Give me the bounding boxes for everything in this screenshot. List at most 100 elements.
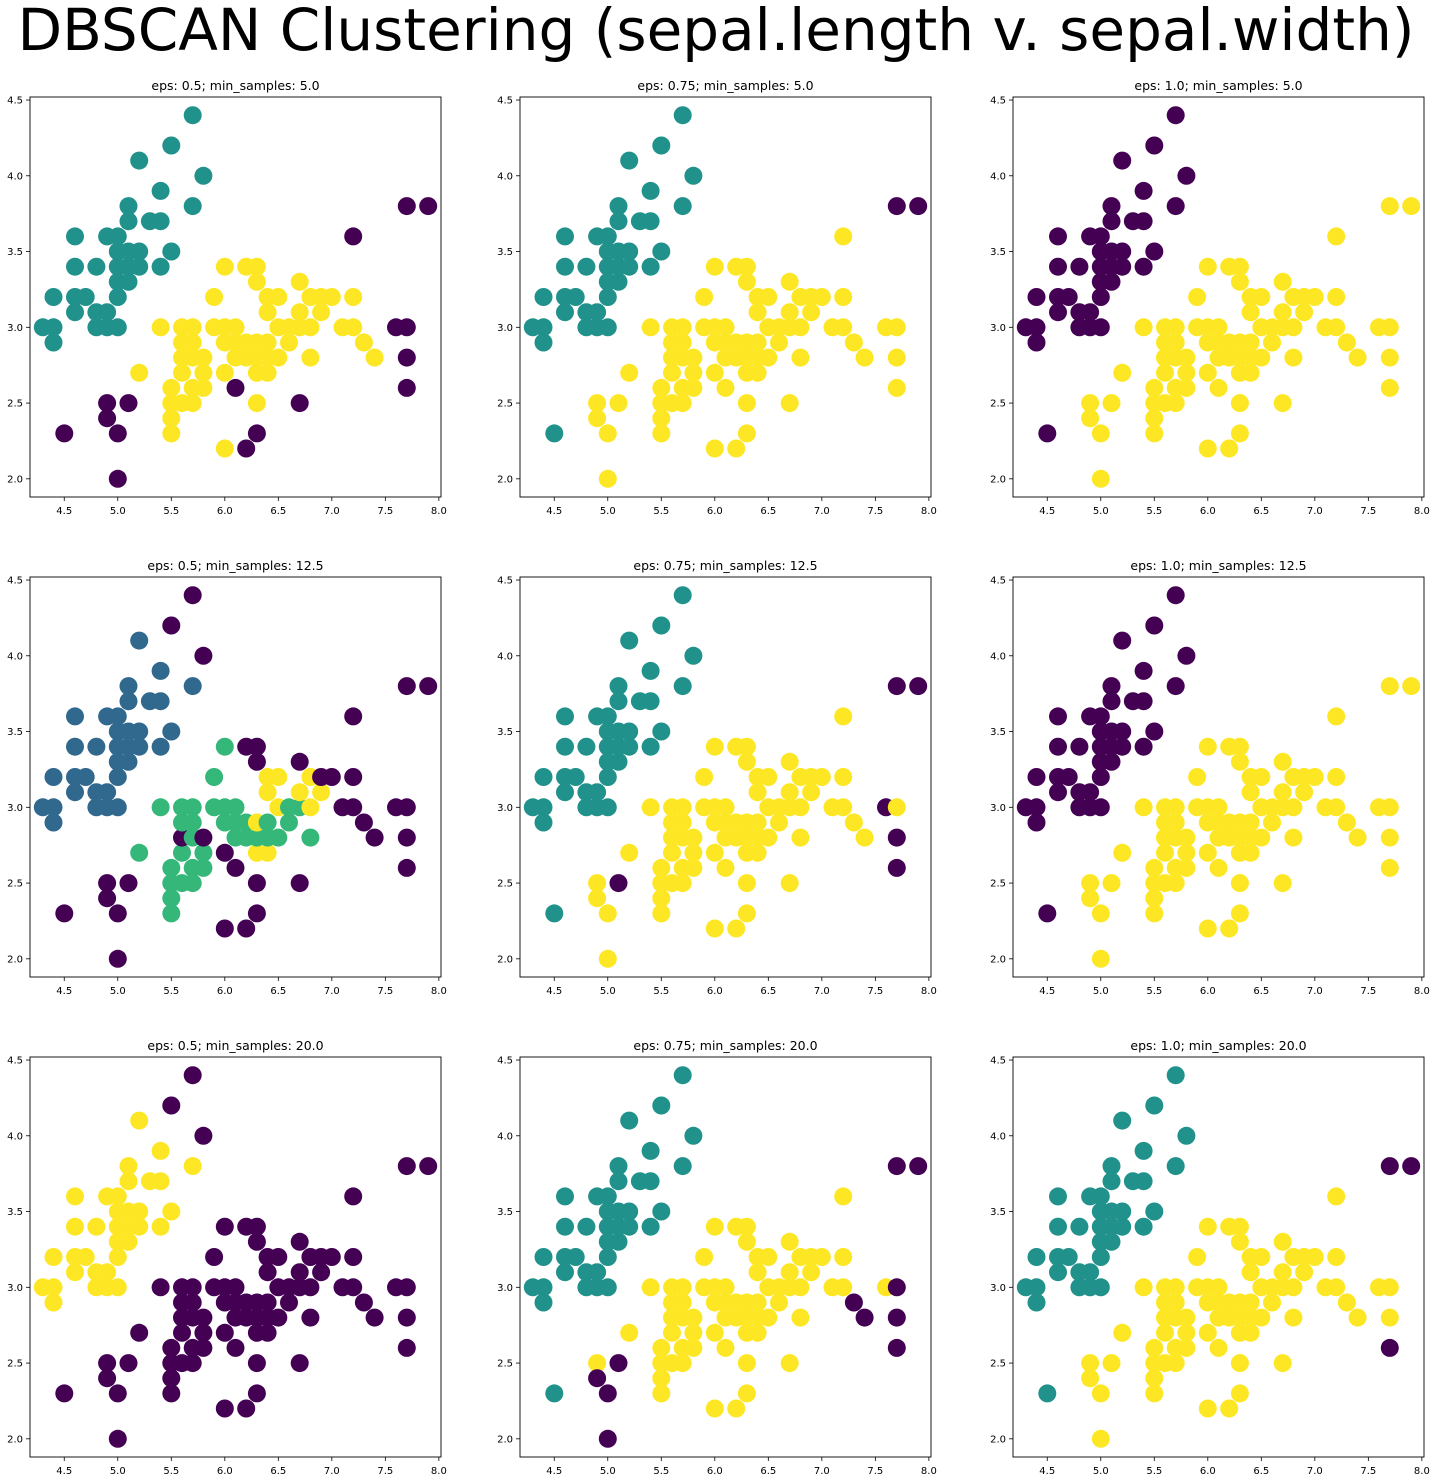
- x-tick-label: 6.0: [217, 986, 233, 997]
- scatter-point: [290, 783, 309, 802]
- scatter-point: [108, 1278, 127, 1297]
- scatter-point: [791, 828, 810, 847]
- x-tick-label: 4.5: [546, 1466, 562, 1477]
- scatter-point: [834, 1248, 853, 1266]
- x-tick-label: 7.5: [1360, 986, 1376, 997]
- scatter-point: [748, 1263, 767, 1282]
- scatter-point: [66, 783, 84, 802]
- scatter-point: [1198, 1217, 1217, 1236]
- scatter-point: [258, 333, 277, 352]
- scatter-point: [834, 318, 853, 337]
- scatter-point: [1327, 1248, 1346, 1266]
- scatter-point: [1230, 1384, 1249, 1403]
- scatter-point: [1049, 257, 1067, 276]
- scatter-point: [598, 768, 617, 786]
- scatter-point: [1402, 197, 1421, 216]
- scatter-point: [1295, 783, 1314, 802]
- scatter-point: [609, 212, 628, 231]
- y-tick-label: 3.5: [7, 247, 23, 258]
- scatter-point: [1230, 874, 1249, 893]
- scatter-point: [834, 1278, 853, 1297]
- scatter-point: [1102, 394, 1121, 413]
- scatter-point: [130, 257, 149, 276]
- y-tick-label: 4.0: [7, 1131, 23, 1142]
- scatter-point: [1102, 752, 1121, 771]
- scatter-point: [397, 677, 416, 696]
- scatter-point: [119, 1172, 138, 1191]
- axes-frame: [519, 96, 932, 498]
- scatter-point: [534, 318, 553, 337]
- scatter-point: [98, 1263, 117, 1282]
- scatter-point: [909, 197, 928, 216]
- scatter-point: [1145, 616, 1164, 635]
- scatter-point: [737, 1384, 756, 1403]
- y-tick-label: 4.5: [497, 96, 513, 107]
- scatter-point: [1081, 1354, 1100, 1373]
- scatter-point: [1166, 318, 1185, 337]
- scatter-point: [1091, 1429, 1110, 1448]
- scatter-point: [759, 1308, 778, 1327]
- scatter-point: [673, 1293, 692, 1312]
- scatter-point: [119, 1157, 138, 1176]
- scatter-point: [1070, 1217, 1089, 1236]
- scatter-point: [1241, 843, 1260, 862]
- scatter-point: [226, 1338, 245, 1357]
- scatter-point: [770, 333, 788, 352]
- scatter-point: [556, 737, 574, 756]
- scatter-point: [1305, 288, 1324, 306]
- scatter-point: [1156, 363, 1174, 382]
- scatter-point: [194, 1308, 213, 1327]
- scatter-point: [258, 363, 277, 382]
- scatter-point: [130, 631, 149, 650]
- x-tick-label: 5.5: [653, 986, 669, 997]
- scatter-point: [194, 843, 213, 862]
- scatter-point: [812, 768, 831, 786]
- scatter-point: [162, 1338, 181, 1357]
- scatter-point: [844, 813, 863, 832]
- scatter-point: [609, 874, 628, 893]
- scatter-point: [1177, 1338, 1196, 1357]
- scatter-point: [98, 889, 117, 908]
- x-tick-label: 7.0: [814, 986, 830, 997]
- x-tick-label: 7.0: [1307, 1466, 1323, 1477]
- scatter-point: [1198, 439, 1217, 458]
- scatter-point: [716, 798, 735, 817]
- y-tick-label: 2.0: [497, 1434, 513, 1445]
- scatter-point: [887, 677, 906, 696]
- scatter-point: [791, 318, 810, 337]
- scatter-point: [598, 904, 617, 923]
- scatter-point: [598, 424, 617, 443]
- scatter-point: [119, 394, 138, 413]
- scatter-point: [1091, 768, 1110, 786]
- scatter-point: [620, 737, 639, 756]
- scatter-point: [802, 1263, 821, 1282]
- subplot-title: eps: 1.0; min_samples: 20.0: [1130, 1038, 1306, 1053]
- subplot-1: eps: 0.5; min_samples: 5.0 4.5 5.0 5.5 6.0 6.…: [7, 78, 447, 517]
- scatter-point: [55, 424, 74, 443]
- scatter-point: [780, 394, 799, 413]
- scatter-point: [1091, 469, 1110, 488]
- scatter-point: [652, 1338, 671, 1357]
- y-tick-label: 3.0: [990, 323, 1006, 334]
- scatter-point: [162, 424, 181, 443]
- scatter-point: [705, 737, 724, 756]
- x-tick-label: 5.5: [653, 506, 669, 517]
- y-tick-label: 4.0: [497, 1131, 513, 1142]
- scatter-point: [1198, 1323, 1217, 1342]
- scatter-point: [194, 363, 213, 382]
- scatter-point: [151, 692, 170, 711]
- y-tick-label: 2.0: [497, 474, 513, 485]
- scatter-point: [108, 707, 127, 726]
- scatter-point: [290, 303, 309, 322]
- scatter-point: [1252, 1308, 1271, 1327]
- scatter-point: [1102, 1232, 1121, 1251]
- scatter-point: [1027, 318, 1046, 337]
- scatter-point: [598, 1248, 617, 1266]
- scatter-point: [215, 919, 234, 938]
- scatter-point: [545, 1384, 564, 1403]
- scatter-point: [247, 272, 266, 291]
- scatter-point: [1252, 828, 1271, 847]
- scatter-point: [598, 1429, 617, 1448]
- scatter-point: [397, 1278, 416, 1297]
- scatter-point: [1113, 722, 1132, 741]
